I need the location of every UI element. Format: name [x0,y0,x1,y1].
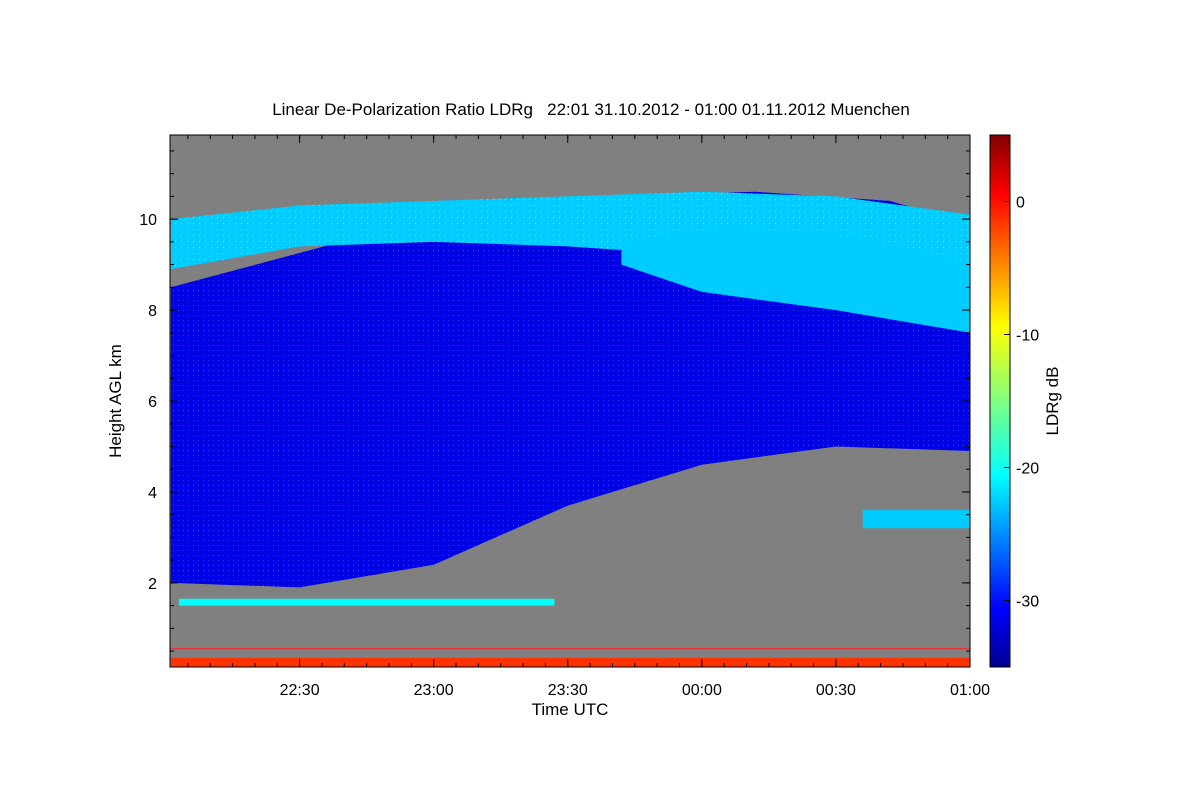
y-tick-label: 4 [148,485,157,502]
chart-title: Linear De-Polarization Ratio LDRg 22:01 … [272,100,910,119]
x-axis: 22:30 23:00 23:30 00:00 00:30 01:00 [187,135,990,699]
colorbar [989,134,1011,668]
x-tick-label: 22:30 [280,682,320,699]
region-low-level-band [178,598,555,606]
region-lower-cloud-patch [862,510,970,529]
heatmap-regions [170,191,970,667]
colorbar-axis: 0 -10 -20 -30 [1004,195,1039,611]
region-upper-ice-band [621,228,970,333]
region-surface-layer [170,657,970,667]
x-axis-label: Time UTC [532,700,609,719]
y-tick-label: 6 [148,394,157,411]
colorbar-tick-label: -30 [1016,594,1039,611]
y-axis-label: Height AGL km [106,344,125,458]
x-tick-label: 00:00 [682,682,722,699]
x-tick-label: 23:30 [548,682,588,699]
colorbar-label: LDRg dB [1043,367,1062,436]
x-tick-label: 01:00 [950,682,990,699]
y-tick-label: 8 [148,303,157,320]
y-tick-label: 10 [139,212,157,229]
colorbar-tick-label: -10 [1016,328,1039,345]
colorbar-tick-label: 0 [1016,195,1025,212]
x-tick-label: 00:30 [816,682,856,699]
y-axis: 2 4 6 8 10 [139,150,970,652]
x-tick-label: 23:00 [414,682,454,699]
colorbar-tick-label: -20 [1016,461,1039,478]
y-tick-label: 2 [148,576,157,593]
